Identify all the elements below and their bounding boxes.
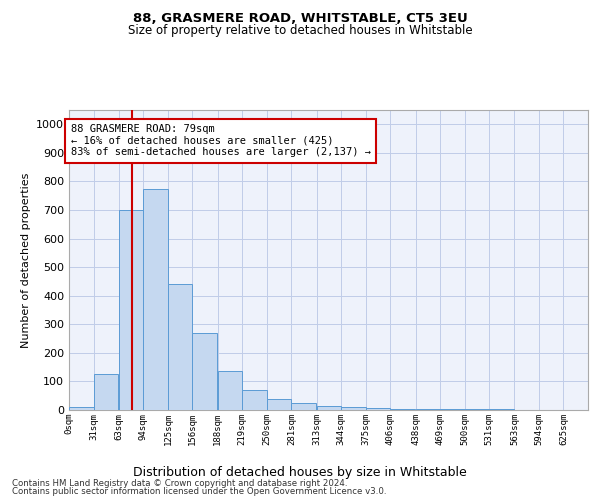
Text: 88, GRASMERE ROAD, WHITSTABLE, CT5 3EU: 88, GRASMERE ROAD, WHITSTABLE, CT5 3EU bbox=[133, 12, 467, 26]
Bar bbox=[242, 390, 267, 410]
Text: Size of property relative to detached houses in Whitstable: Size of property relative to detached ho… bbox=[128, 24, 472, 37]
Bar bbox=[267, 398, 292, 410]
Text: Contains public sector information licensed under the Open Government Licence v3: Contains public sector information licen… bbox=[12, 487, 386, 496]
Bar bbox=[193, 333, 217, 410]
Bar bbox=[292, 403, 316, 410]
Text: Distribution of detached houses by size in Whitstable: Distribution of detached houses by size … bbox=[133, 466, 467, 479]
Bar bbox=[94, 374, 118, 410]
Bar bbox=[168, 284, 193, 410]
Text: Contains HM Land Registry data © Crown copyright and database right 2024.: Contains HM Land Registry data © Crown c… bbox=[12, 478, 347, 488]
Bar bbox=[218, 372, 242, 410]
Bar bbox=[143, 188, 168, 410]
Bar bbox=[317, 406, 341, 410]
Bar bbox=[416, 409, 440, 410]
Bar bbox=[440, 409, 464, 410]
Bar bbox=[119, 210, 143, 410]
Bar bbox=[341, 407, 365, 410]
Bar bbox=[365, 408, 390, 410]
Bar bbox=[390, 408, 415, 410]
Text: 88 GRASMERE ROAD: 79sqm
← 16% of detached houses are smaller (425)
83% of semi-d: 88 GRASMERE ROAD: 79sqm ← 16% of detache… bbox=[71, 124, 371, 158]
Bar bbox=[69, 407, 94, 410]
Y-axis label: Number of detached properties: Number of detached properties bbox=[20, 172, 31, 348]
